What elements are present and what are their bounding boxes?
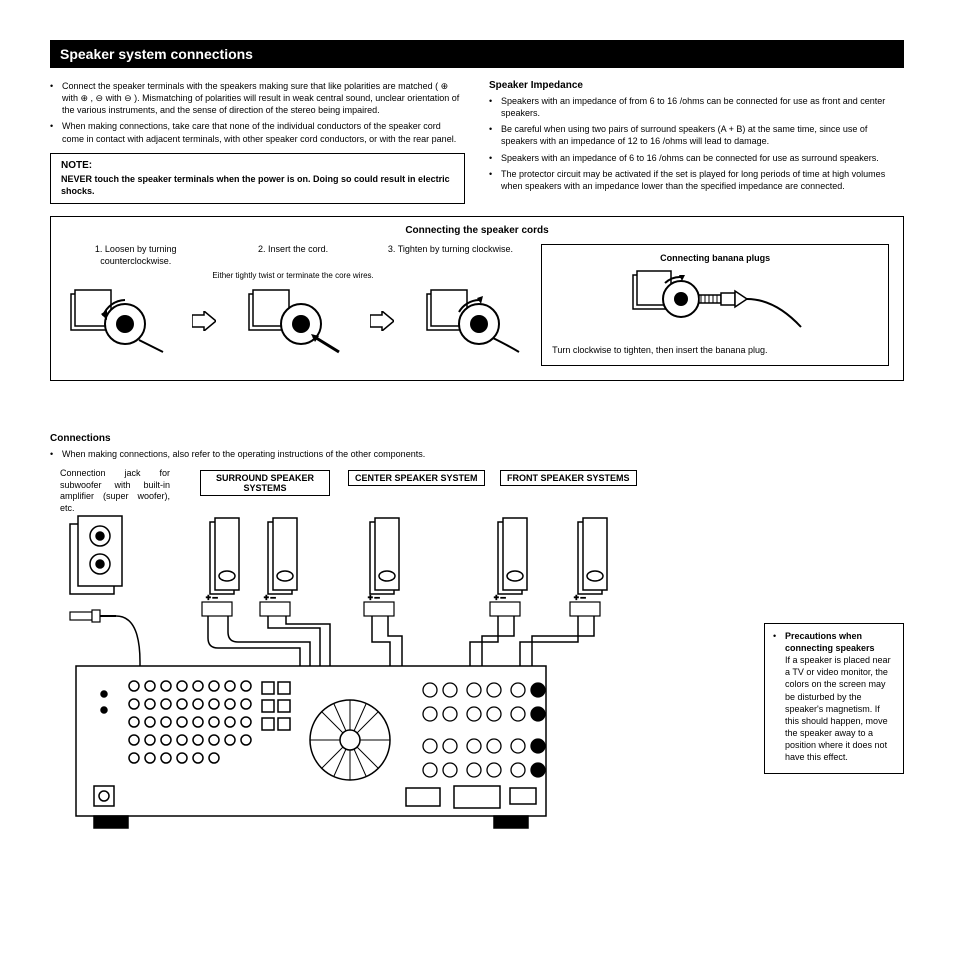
note-body: NEVER touch the speaker terminals when t… [61, 173, 454, 197]
connecting-cords-box: Connecting the speaker cords 1. Loosen b… [50, 216, 904, 381]
terminal-tighten-icon [421, 286, 521, 356]
bullet-item: Speakers with an impedance of 6 to 16 /o… [489, 152, 904, 164]
connections-heading: Connections [50, 433, 904, 444]
banana-plug-panel: Connecting banana plugs Turn clockwise t… [541, 244, 889, 366]
cords-title: Connecting the speaker cords [65, 225, 889, 236]
step-2: 2. Insert the cord. [222, 244, 363, 267]
step-1: 1. Loosen by turning counterclockwise. [65, 244, 206, 267]
terminal-illustrations [65, 286, 521, 356]
section-title-bar: Speaker system connections [50, 40, 904, 68]
twist-note: Either tightly twist or terminate the co… [65, 271, 521, 280]
cords-steps-panel: 1. Loosen by turning counterclockwise. 2… [65, 244, 521, 366]
precaution-item: Precautions when connecting speakers If … [773, 630, 895, 764]
svg-text:+ –: + – [206, 593, 218, 602]
connections-section: Connections When making connections, als… [50, 433, 904, 848]
section-title: Speaker system connections [60, 46, 253, 62]
wiring-diagram-icon: + – + – + – + – + – [50, 492, 730, 852]
impedance-heading: Speaker Impedance [489, 80, 904, 91]
center-label: CENTER SPEAKER SYSTEM [348, 470, 485, 486]
banana-title: Connecting banana plugs [552, 253, 878, 263]
bullet-item: Connect the speaker terminals with the s… [50, 80, 465, 116]
left-bullet-list: Connect the speaker terminals with the s… [50, 80, 465, 145]
note-box: NOTE: NEVER touch the speaker terminals … [50, 153, 465, 204]
bullet-item: When making connections, take care that … [50, 120, 465, 144]
bullet-item: The protector circuit may be activated i… [489, 168, 904, 192]
svg-text:+ –: + – [494, 593, 506, 602]
svg-text:+ –: + – [368, 593, 380, 602]
bullet-item: Be careful when using two pairs of surro… [489, 123, 904, 147]
front-label: FRONT SPEAKER SYSTEMS [500, 470, 637, 486]
terminal-insert-icon [243, 286, 343, 356]
impedance-bullet-list: Speakers with an impedance of from 6 to … [489, 95, 904, 192]
note-label: NOTE: [61, 160, 454, 171]
left-column: Connect the speaker terminals with the s… [50, 80, 465, 204]
precaution-title: Precautions when connecting speakers [785, 631, 875, 653]
svg-text:+ –: + – [574, 593, 586, 602]
terminal-loosen-icon [65, 286, 165, 356]
bullet-item: Speakers with an impedance of from 6 to … [489, 95, 904, 119]
intro-columns: Connect the speaker terminals with the s… [50, 80, 904, 204]
precaution-body: If a speaker is placed near a TV or vide… [785, 655, 891, 762]
precaution-box: Precautions when connecting speakers If … [764, 623, 904, 775]
banana-plug-icon [625, 269, 805, 339]
arrow-icon [192, 311, 216, 331]
banana-caption: Turn clockwise to tighten, then insert t… [552, 345, 878, 357]
arrow-icon [370, 311, 394, 331]
connection-diagram: Connection jack for subwoofer with built… [50, 468, 904, 848]
step-3: 3. Tighten by turning clockwise. [380, 244, 521, 267]
bullet-item: When making connections, also refer to t… [50, 448, 904, 460]
connections-bullet-list: When making connections, also refer to t… [50, 448, 904, 460]
svg-text:+ –: + – [264, 593, 276, 602]
right-column: Speaker Impedance Speakers with an imped… [489, 80, 904, 204]
